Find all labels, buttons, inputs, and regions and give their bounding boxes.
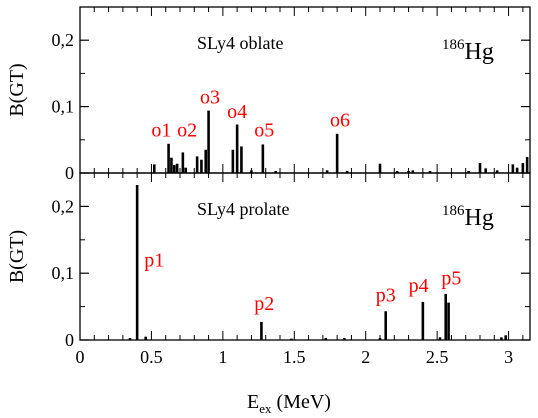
x-tick-label: 1	[218, 347, 227, 367]
panel-title: SLy4 oblate	[197, 33, 284, 53]
nucleus-mass: 186	[442, 37, 465, 53]
peak-annotation: p5	[441, 268, 461, 290]
nucleus-mass: 186	[442, 203, 465, 219]
x-axis: 0 0.5 1 1.5 2 2.5 3	[76, 347, 514, 367]
peak-annotation: p3	[376, 284, 396, 306]
peak-annotation: p4	[409, 275, 429, 297]
peak-annotation: o1	[151, 119, 171, 141]
x-tick-label: 2.5	[426, 347, 449, 367]
x-tick-label: 0	[76, 347, 85, 367]
nucleus-label: 186Hg	[442, 37, 494, 65]
peak-annotation: p2	[254, 293, 274, 315]
x-tick-label: 3	[504, 347, 513, 367]
x-tick-label: 1.5	[283, 347, 306, 367]
y-axis-label: B(GT)	[6, 230, 28, 283]
x-tick-label: 0.5	[140, 347, 163, 367]
peak-annotation: o6	[330, 110, 350, 132]
peak-annotation: o2	[177, 119, 197, 141]
panel-title: SLy4 prolate	[197, 199, 290, 219]
peak-annotation: p1	[144, 250, 164, 272]
panel-prolate: 0 0,1 0,2 B(GT) SLy4 prolate 186Hg p1 p2 p3 p4 p5	[6, 172, 531, 350]
x-axis-label-subscript: ex	[259, 401, 272, 416]
x-axis-label-unit: (MeV)	[272, 391, 331, 413]
nucleus-label: 186Hg	[442, 203, 494, 231]
peak-annotation: o3	[200, 86, 220, 108]
peak-annotation: o4	[227, 101, 247, 123]
y-tick-label: 0	[65, 330, 74, 350]
y-tick-label: 0,1	[52, 263, 75, 283]
x-tick-label: 2	[361, 347, 370, 367]
nucleus-symbol: Hg	[465, 39, 494, 65]
y-tick-label: 0,1	[52, 97, 75, 117]
peak-annotation: o5	[254, 119, 274, 141]
y-tick-label: 0,2	[52, 30, 75, 50]
y-axis-label: B(GT)	[6, 63, 28, 116]
panel-frame	[79, 6, 531, 174]
x-axis-label: Eex (MeV)	[247, 391, 331, 416]
nucleus-symbol: Hg	[465, 205, 494, 231]
y-tick-label: 0,2	[52, 196, 75, 216]
x-axis-label-main: E	[247, 391, 259, 413]
panel-frame	[79, 172, 531, 341]
y-tick-label: 0	[65, 163, 74, 183]
